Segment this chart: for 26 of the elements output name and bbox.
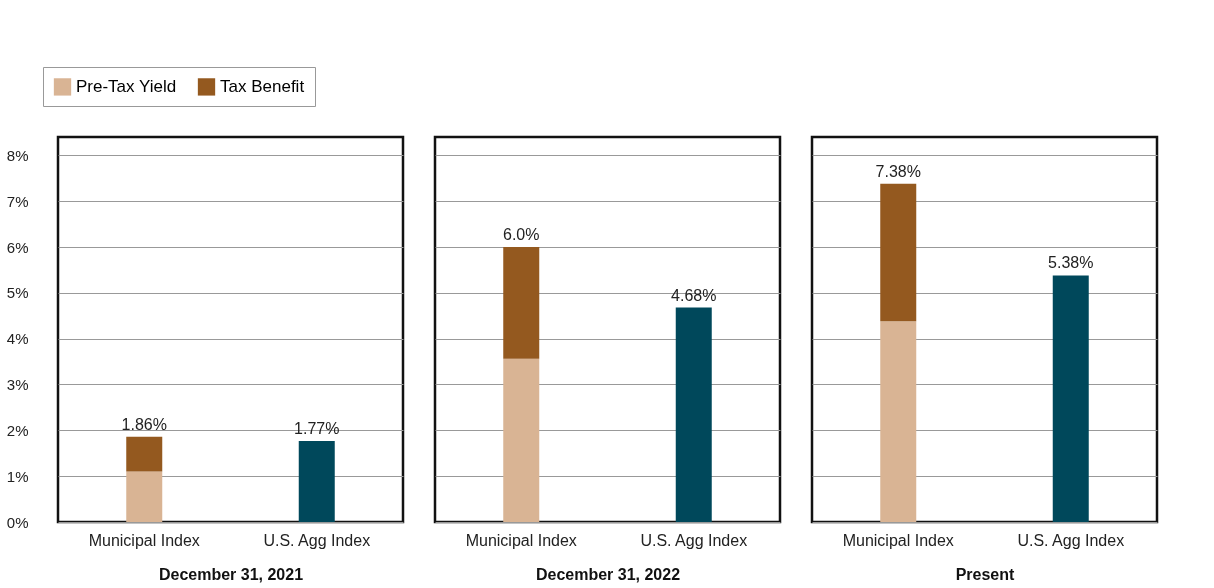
total-label: 1.77% <box>294 419 340 437</box>
legend-label: Pre-Tax Yield <box>76 76 177 96</box>
y-tick-label: 2% <box>6 421 29 439</box>
y-tick-label: 1% <box>6 467 29 485</box>
total-label: 6.0% <box>503 226 540 243</box>
x-tick-label: U.S. Agg Index <box>640 531 748 549</box>
x-tick-label: U.S. Agg Index <box>1017 531 1125 549</box>
y-tick-label: 4% <box>6 330 29 348</box>
total-label: 5.38% <box>1048 254 1094 272</box>
y-tick-label: 3% <box>6 376 29 393</box>
x-axis-title: December 31, 2022 <box>535 565 681 583</box>
legend-label: Tax Benefit <box>220 76 305 96</box>
x-tick-label: Municipal Index <box>465 531 577 549</box>
x-axis-title: Present <box>955 565 1016 583</box>
y-tick-label: 5% <box>6 284 29 302</box>
x-axis-title: December 31, 2021 <box>158 565 304 583</box>
x-tick-label: Municipal Index <box>842 531 954 549</box>
y-tick-label: 0% <box>6 513 29 531</box>
y-tick-label: 7% <box>6 192 29 210</box>
y-tick-label: 6% <box>6 238 29 256</box>
total-label: 4.68% <box>671 286 717 304</box>
y-tick-label: 8% <box>6 146 29 164</box>
x-tick-label: Municipal Index <box>88 531 200 549</box>
total-label: 1.86% <box>121 415 167 433</box>
x-tick-label: U.S. Agg Index <box>263 531 371 549</box>
total-label: 7.38% <box>875 162 921 180</box>
